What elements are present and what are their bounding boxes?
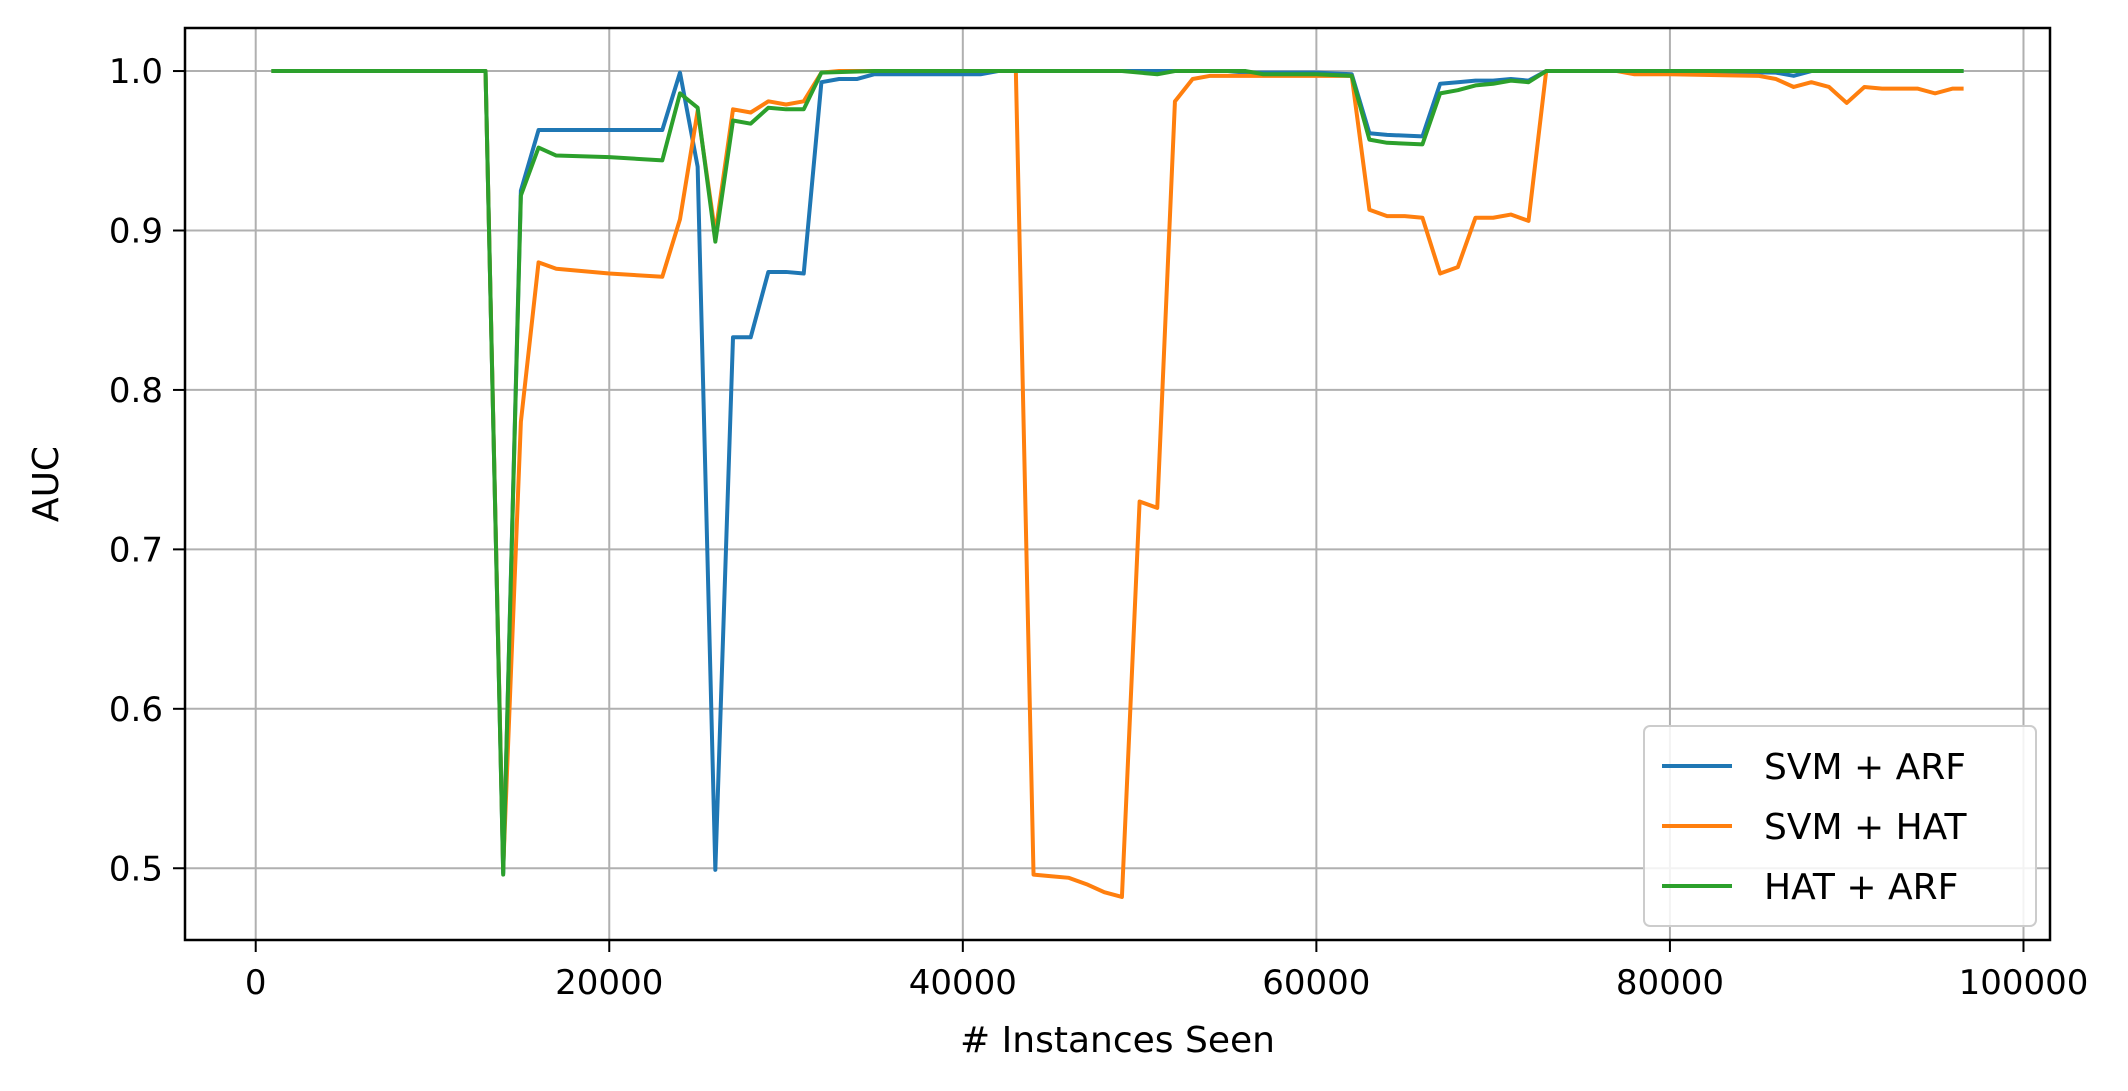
y-tick-label: 0.9 [109,211,163,251]
x-tick-label: 20000 [555,963,663,1003]
y-axis-label: AUC [26,446,67,522]
y-tick-label: 1.0 [109,52,163,92]
x-tick-label: 80000 [1616,963,1724,1003]
legend-label: SVM + ARF [1764,747,1966,788]
legend-label: HAT + ARF [1764,867,1958,908]
axis-ticks: 0 20000 40000 60000 80000 100000 0.5 0.6 0.7 0.8 0… [109,52,2088,1003]
x-tick-label: 60000 [1262,963,1370,1003]
grid-lines [185,28,2050,940]
series-lines [271,69,1964,899]
legend-box [1643,725,2037,927]
y-tick-label: 0.8 [109,371,163,411]
plot-frame [183,26,2052,942]
legend-label: SVM + HAT [1764,807,1967,848]
x-tick-label: 40000 [909,963,1017,1003]
y-tick-label: 0.5 [109,849,163,889]
series-line-hat-arf [271,69,1964,877]
legend: SVM + ARF SVM + HAT HAT + ARF [1643,725,2037,927]
x-axis-label: # Instances Seen [960,1020,1275,1061]
y-tick-label: 0.6 [109,690,163,730]
y-tick-label: 0.7 [109,530,163,570]
x-tick-label: 0 [245,963,267,1003]
x-tick-label: 100000 [1959,963,2089,1003]
